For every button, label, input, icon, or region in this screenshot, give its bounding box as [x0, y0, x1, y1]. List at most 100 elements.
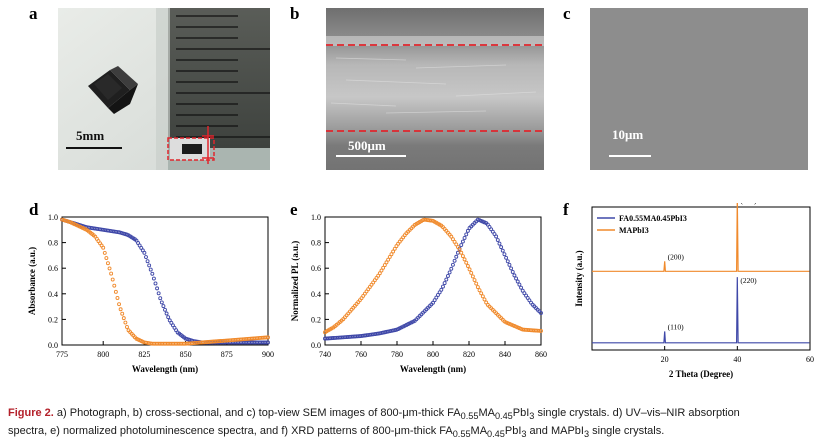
- data-point-blue: [455, 250, 460, 255]
- data-point-blue: [431, 300, 435, 305]
- plot-frame: [324, 216, 542, 346]
- caption-text: PbI: [512, 407, 530, 419]
- data-point-blue: [386, 329, 391, 334]
- xrd-chart: 20 40 60 2 Theta (Degree) Intensity (a.u.) (1…: [574, 203, 814, 379]
- data-point-orange: [455, 245, 460, 249]
- scale-label-c: 10μm: [612, 127, 644, 142]
- data-point-orange: [474, 281, 479, 286]
- sem-cross-section-panel-b: [326, 8, 544, 170]
- pl-chart: 740 760 780 800 820 840 860 0.0 0.2 0.4 0.6 0.8 1.0 W…: [290, 213, 547, 374]
- caption-line2: spectra, e) normalized photoluminescence…: [8, 424, 834, 442]
- data-point-orange: [101, 245, 106, 250]
- y-tick-label: 0.6: [311, 264, 321, 273]
- figure-caption: Figure 2. a) Photograph, b) cross-sectio…: [8, 406, 834, 442]
- data-point-blue: [515, 279, 520, 284]
- data-point-orange: [266, 335, 270, 340]
- x-tick-label: 825: [138, 350, 150, 359]
- xrd-trace-orange: [592, 203, 810, 272]
- caption-sub: 0.45: [494, 411, 513, 422]
- data-point-blue: [155, 286, 160, 291]
- data-point-blue: [148, 267, 153, 272]
- data-point-orange: [479, 291, 484, 296]
- data-point-blue: [392, 328, 397, 333]
- data-point-orange: [467, 267, 472, 272]
- caption-text: MA: [478, 407, 495, 419]
- data-point-blue: [442, 281, 447, 286]
- data-point-blue: [264, 340, 269, 345]
- data-point-blue: [447, 270, 452, 275]
- data-point-orange: [539, 328, 543, 333]
- x-tick-label: 820: [463, 350, 475, 359]
- data-point-blue: [446, 274, 450, 278]
- data-point-orange: [377, 271, 382, 276]
- data-point-blue: [437, 290, 442, 295]
- data-point-orange: [118, 307, 123, 312]
- data-point-blue: [495, 238, 500, 242]
- data-point-blue: [499, 245, 504, 250]
- data-point-blue: [444, 277, 449, 282]
- x-tick-label: 60: [806, 355, 814, 364]
- data-point-orange: [470, 274, 475, 279]
- data-point-blue: [459, 243, 464, 248]
- data-point-orange: [382, 263, 387, 268]
- caption-text: MA: [470, 425, 488, 438]
- data-point-orange: [123, 320, 128, 325]
- x-tick-label: 800: [97, 350, 109, 359]
- data-point-blue: [153, 281, 158, 286]
- data-point-orange: [449, 234, 454, 239]
- caption-text: PbI: [504, 425, 522, 438]
- legend-label: MAPbI3: [619, 226, 649, 235]
- x-tick-label: 40: [733, 355, 741, 364]
- x-axis-label: Wavelength (nm): [400, 364, 466, 374]
- data-point-orange: [462, 257, 467, 262]
- x-tick-label: 20: [661, 355, 669, 364]
- data-point-orange: [457, 247, 462, 252]
- data-point-blue: [504, 255, 509, 260]
- y-tick-label: 0.0: [311, 341, 321, 350]
- caption-line1-post: single crystals. d) UV–vis–NIR absorptio…: [534, 407, 740, 419]
- panel-label-c: c: [563, 4, 571, 23]
- x-axis-label: 2 Theta (Degree): [669, 369, 733, 379]
- data-point-orange: [379, 268, 384, 273]
- y-tick-label: 0.8: [48, 239, 58, 248]
- x-tick-label: 875: [221, 350, 233, 359]
- data-point-blue: [507, 262, 512, 267]
- data-point-orange: [121, 316, 126, 321]
- photograph-panel-a: [58, 8, 270, 170]
- data-point-blue: [164, 311, 169, 316]
- data-point-blue: [439, 287, 444, 292]
- data-point-blue: [432, 298, 437, 303]
- data-point-blue: [494, 234, 499, 239]
- data-point-orange: [480, 294, 485, 299]
- data-point-orange: [107, 266, 112, 271]
- x-axis-label: Wavelength (nm): [132, 364, 198, 374]
- data-point-orange: [104, 256, 109, 261]
- caption-figure-number: Figure 2.: [8, 407, 54, 419]
- scale-bar-c: [609, 155, 651, 157]
- data-point-blue: [505, 259, 510, 264]
- scale-bar-a: [66, 147, 122, 149]
- y-tick-label: 1.0: [311, 213, 321, 222]
- data-point-orange: [460, 254, 465, 259]
- data-point-blue: [464, 232, 469, 237]
- data-point-orange: [125, 325, 129, 329]
- data-point-blue: [450, 262, 455, 267]
- data-point-orange: [112, 283, 117, 288]
- x-tick-label: 780: [391, 350, 403, 359]
- data-point-blue: [389, 328, 394, 333]
- scale-bar-b: [336, 155, 406, 157]
- data-point-blue: [147, 263, 152, 268]
- data-point-orange: [109, 271, 114, 276]
- x-tick-label: 860: [535, 350, 547, 359]
- data-point-blue: [436, 293, 440, 297]
- data-point-orange: [429, 218, 434, 223]
- y-tick-label: 1.0: [48, 213, 58, 222]
- legend-label: FA0.55MA0.45PbI3: [619, 214, 687, 223]
- data-point-blue: [454, 254, 459, 259]
- data-point-orange: [454, 242, 459, 247]
- data-point-orange: [102, 250, 107, 255]
- data-point-blue: [266, 340, 270, 345]
- caption-sub: 0.45: [487, 429, 505, 440]
- data-point-orange: [387, 254, 392, 259]
- data-point-orange: [477, 288, 482, 293]
